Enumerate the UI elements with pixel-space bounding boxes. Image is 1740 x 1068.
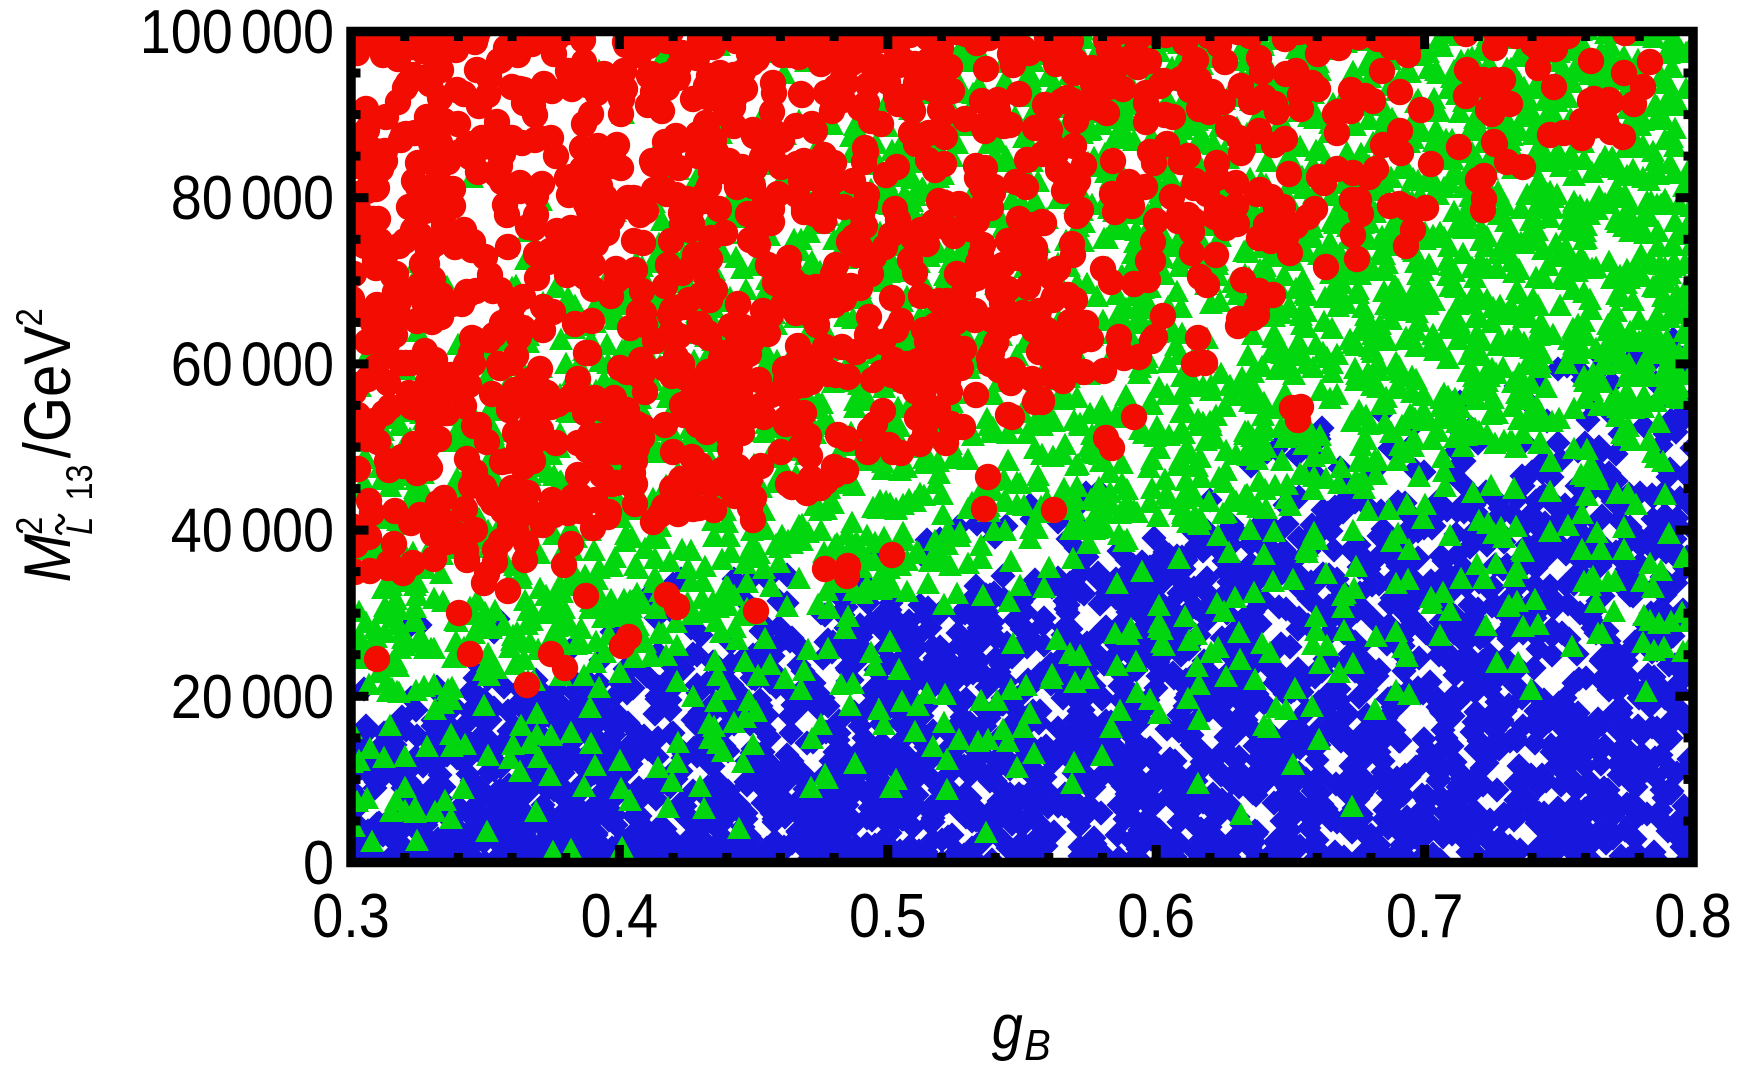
svg-text:13: 13 (59, 464, 100, 500)
svg-text:0.8: 0.8 (1654, 882, 1732, 950)
svg-text:0.6: 0.6 (1117, 882, 1195, 950)
svg-text:/GeV: /GeV (12, 325, 85, 458)
svg-text:L: L (59, 517, 100, 535)
svg-text:0.5: 0.5 (849, 882, 927, 950)
svg-text:0: 0 (303, 829, 334, 897)
svg-text:2: 2 (9, 517, 50, 535)
svg-text:g: g (992, 993, 1023, 1061)
svg-text:B: B (1024, 1020, 1050, 1068)
svg-text:0.4: 0.4 (581, 882, 659, 950)
svg-text:0.3: 0.3 (312, 882, 390, 950)
svg-text:2: 2 (9, 308, 50, 326)
svg-text:0.7: 0.7 (1386, 882, 1464, 950)
svg-text:M: M (12, 534, 85, 583)
